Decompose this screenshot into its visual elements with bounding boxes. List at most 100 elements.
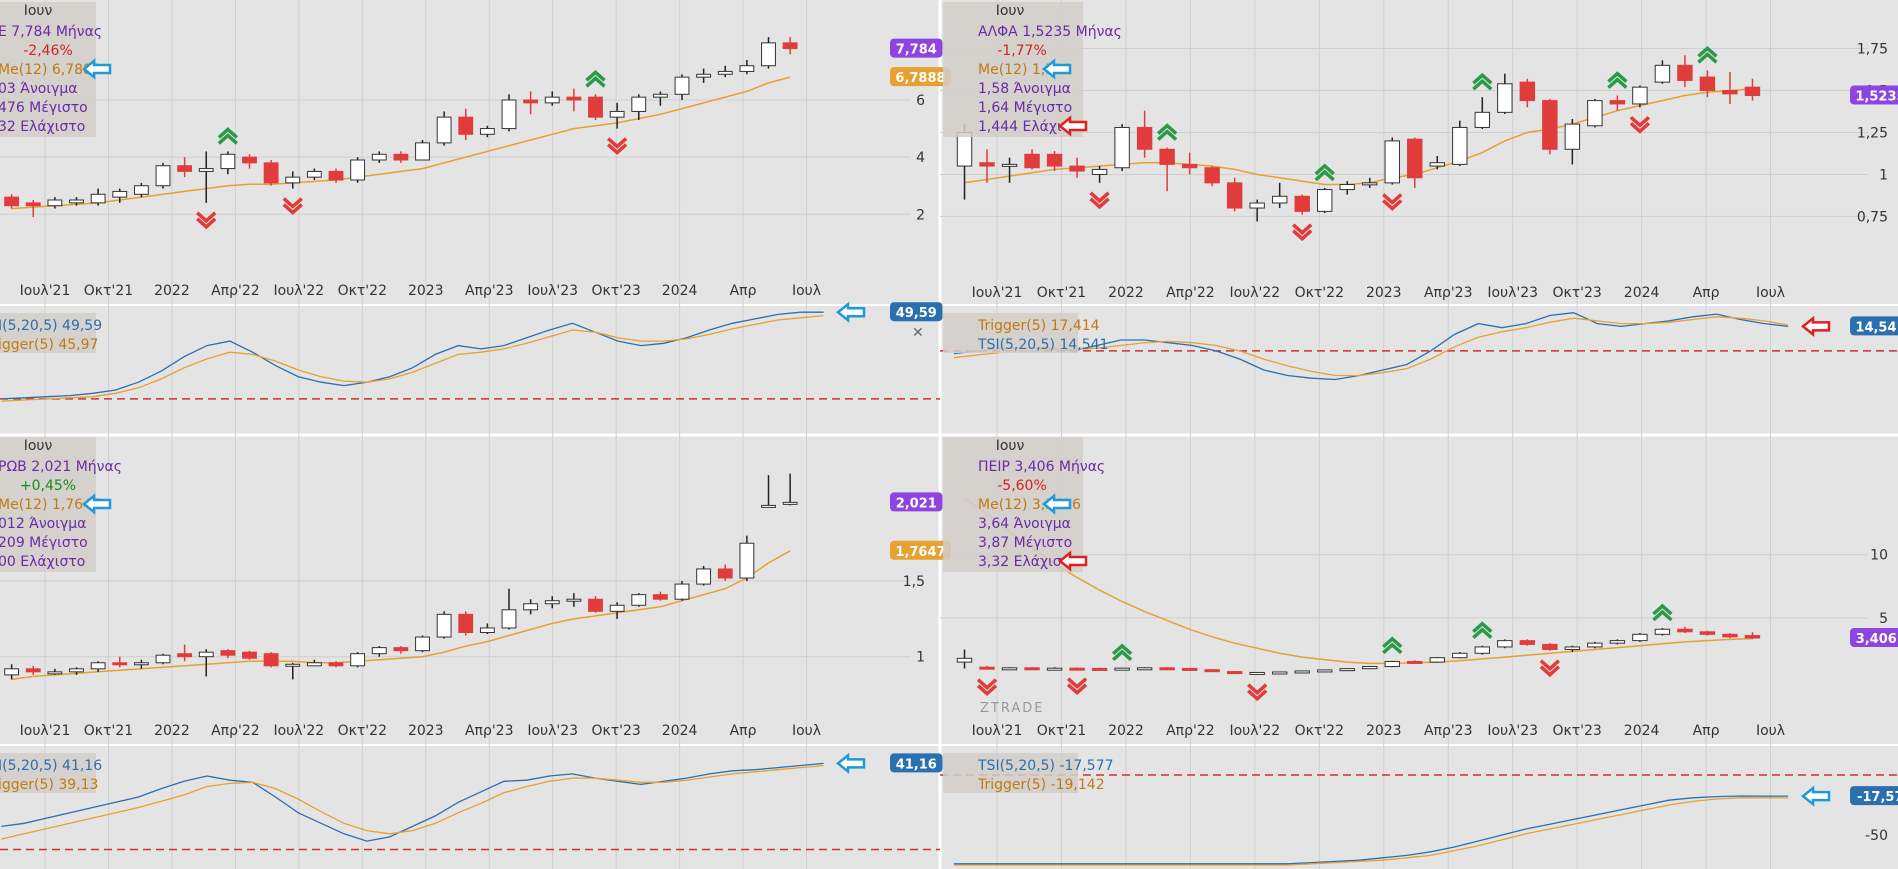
candle-body xyxy=(436,116,452,144)
candle-body xyxy=(1429,657,1445,663)
info-high: 209 Μέγιστο xyxy=(0,535,88,551)
down-signal-icon xyxy=(1382,193,1403,211)
candle-body xyxy=(501,99,517,130)
down-signal-icon xyxy=(1089,191,1110,210)
candle-body xyxy=(761,42,776,67)
info-period: Ιουν xyxy=(996,438,1025,454)
candle-body xyxy=(544,600,560,605)
y-tick-label: 1 xyxy=(916,650,925,666)
pointer-arrow-icon xyxy=(1041,493,1072,515)
x-tick-label: Οκτ'23 xyxy=(1552,285,1601,301)
candle-body xyxy=(1699,76,1716,92)
info-low: 00 Ελάχιστο xyxy=(0,554,85,570)
x-tick-label: Ιουλ'23 xyxy=(527,723,578,739)
up-signal-icon xyxy=(1607,71,1628,89)
x-tick-label: Ιουλ'21 xyxy=(20,283,71,299)
x-tick-label: 2024 xyxy=(1624,285,1660,301)
candle-body xyxy=(1542,100,1558,150)
pointer-arrow-icon xyxy=(835,752,866,775)
tsi-line xyxy=(1,311,824,400)
candle-body xyxy=(69,668,84,673)
candle-body xyxy=(1519,640,1536,645)
candle-body xyxy=(155,165,171,187)
y-tick-label: 1 xyxy=(1879,167,1888,183)
y-tick-label: 1,5 xyxy=(903,574,925,590)
candle-body xyxy=(1114,126,1130,169)
info-change: +0,45% xyxy=(20,478,76,494)
pointer-arrow-icon xyxy=(835,301,866,323)
candle-body xyxy=(177,165,193,172)
candle-body xyxy=(1362,666,1378,670)
info-period: Ιουν xyxy=(24,438,53,454)
candle-body xyxy=(566,598,582,602)
candle-body xyxy=(1384,140,1400,184)
up-signal-icon xyxy=(1314,163,1335,182)
x-tick-label: Οκτ'22 xyxy=(1295,285,1344,301)
candle-body xyxy=(761,504,776,508)
candle-body xyxy=(415,142,430,161)
x-tick-label: Ιουλ xyxy=(792,283,821,299)
pointer-arrow-icon xyxy=(1057,550,1088,572)
candle-body xyxy=(198,168,214,172)
tsi-badge: 41,16 xyxy=(896,757,937,772)
candle-body xyxy=(1159,667,1175,671)
info-period: Ιουν xyxy=(996,3,1025,19)
candle-body xyxy=(285,663,301,667)
x-tick-label: Ιουλ'22 xyxy=(1229,723,1280,739)
candle-body xyxy=(1407,660,1423,664)
y-tick-label: 1,75 xyxy=(1857,42,1888,58)
candle-body xyxy=(90,193,106,204)
candle-body xyxy=(1271,671,1288,675)
candle-body xyxy=(155,654,171,664)
x-tick-label: 2024 xyxy=(662,283,698,299)
down-signal-icon xyxy=(196,211,217,230)
tsi-legend-item: igger(5) 45,97 xyxy=(0,337,98,353)
panel-top-left-tsi xyxy=(1,311,824,402)
x-tick-label: 2022 xyxy=(154,283,190,299)
info-ma: Me(12) 6,7888 xyxy=(0,62,101,78)
panel-bottom-left-tsi xyxy=(1,762,824,842)
candle-body xyxy=(1024,667,1040,671)
candle-body xyxy=(717,70,733,75)
up-signal-icon xyxy=(1652,603,1673,622)
candle-body xyxy=(782,501,798,505)
x-tick-label: Ιουλ xyxy=(1756,723,1785,739)
candle-body xyxy=(1564,123,1581,150)
x-tick-label: Οκτ'23 xyxy=(1552,723,1601,739)
close-icon[interactable]: ✕ xyxy=(912,325,924,341)
candle-body xyxy=(566,96,582,101)
x-tick-label: Απρ xyxy=(730,283,757,299)
trigger-line xyxy=(1,764,824,840)
x-tick-label: 2024 xyxy=(1624,723,1660,739)
candle-body xyxy=(1069,165,1085,172)
panel-top-right xyxy=(956,46,1761,242)
info-price: ΠΕΙΡ 3,406 Μήνας xyxy=(978,459,1105,475)
price-badge: 3,406 xyxy=(1856,632,1897,647)
candle-body xyxy=(133,662,149,666)
info-low: 32 Ελάχιστο xyxy=(0,119,85,135)
ma-badge-bg xyxy=(890,540,951,560)
x-tick-label: Απρ'23 xyxy=(465,283,514,299)
candle-body xyxy=(1204,167,1220,184)
candle-body xyxy=(1452,126,1468,165)
tsi-badge-bg xyxy=(890,302,943,322)
candle-body xyxy=(1609,640,1626,644)
up-signal-icon xyxy=(1156,123,1178,141)
info-change: -1,77% xyxy=(997,43,1047,59)
candle-body xyxy=(782,42,798,50)
candle-body xyxy=(739,542,755,579)
ma-badge: 1,7647 xyxy=(895,545,945,560)
y-tick-label: -50 xyxy=(1865,828,1888,844)
candle-body xyxy=(1384,660,1400,668)
x-tick-label: Απρ xyxy=(1693,723,1720,739)
candle-body xyxy=(371,153,387,161)
candle-body xyxy=(1744,635,1761,639)
candle-body xyxy=(739,65,755,72)
down-signal-icon xyxy=(1292,223,1313,242)
info-change: -2,46% xyxy=(23,43,73,59)
up-signal-icon xyxy=(1472,621,1493,639)
candle-body xyxy=(1474,111,1491,128)
x-tick-label: Οκτ'23 xyxy=(591,283,640,299)
x-tick-label: 2023 xyxy=(408,723,444,739)
candle-body xyxy=(588,96,603,118)
